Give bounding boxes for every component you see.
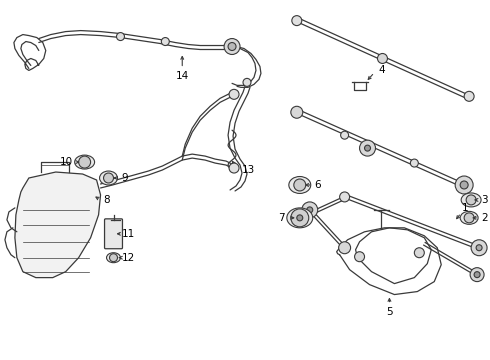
Circle shape [464, 91, 474, 101]
Circle shape [460, 181, 468, 189]
Circle shape [117, 32, 124, 41]
Circle shape [377, 54, 388, 63]
Circle shape [355, 252, 365, 262]
Circle shape [302, 202, 318, 218]
Circle shape [292, 15, 302, 26]
Circle shape [340, 192, 349, 202]
Circle shape [365, 145, 370, 151]
Circle shape [224, 39, 240, 54]
Circle shape [341, 131, 348, 139]
Circle shape [307, 207, 313, 213]
Circle shape [291, 106, 303, 118]
Circle shape [339, 242, 350, 254]
Ellipse shape [461, 193, 481, 207]
Text: 6: 6 [315, 180, 321, 190]
Circle shape [410, 159, 418, 167]
Circle shape [161, 37, 169, 45]
Circle shape [229, 89, 239, 99]
Ellipse shape [460, 211, 478, 224]
Text: 14: 14 [175, 71, 189, 81]
Circle shape [229, 163, 239, 173]
Text: 3: 3 [481, 195, 488, 205]
Circle shape [476, 245, 482, 251]
Text: 1: 1 [462, 203, 468, 213]
Ellipse shape [99, 171, 118, 185]
Circle shape [466, 195, 476, 205]
Circle shape [360, 140, 375, 156]
Text: 9: 9 [121, 173, 128, 183]
Text: 10: 10 [60, 157, 73, 167]
Polygon shape [15, 172, 100, 278]
Circle shape [78, 156, 91, 168]
Circle shape [464, 213, 474, 223]
Ellipse shape [289, 176, 311, 193]
Circle shape [294, 179, 306, 191]
Ellipse shape [106, 253, 121, 263]
FancyBboxPatch shape [104, 219, 122, 249]
Text: 2: 2 [481, 213, 488, 223]
Text: 12: 12 [122, 253, 135, 263]
Circle shape [110, 254, 118, 262]
Text: 5: 5 [386, 307, 393, 318]
Circle shape [474, 272, 480, 278]
Circle shape [297, 215, 303, 221]
Text: 8: 8 [103, 195, 110, 205]
Circle shape [455, 176, 473, 194]
Circle shape [103, 173, 114, 183]
Ellipse shape [287, 208, 313, 228]
Circle shape [291, 209, 309, 227]
Circle shape [415, 248, 424, 258]
Circle shape [471, 240, 487, 256]
Text: 13: 13 [242, 165, 255, 175]
Circle shape [228, 42, 236, 50]
Text: 11: 11 [122, 229, 135, 239]
Text: 7: 7 [278, 213, 285, 223]
Circle shape [470, 268, 484, 282]
Ellipse shape [74, 155, 95, 169]
Text: 4: 4 [378, 66, 385, 76]
Circle shape [243, 78, 251, 86]
